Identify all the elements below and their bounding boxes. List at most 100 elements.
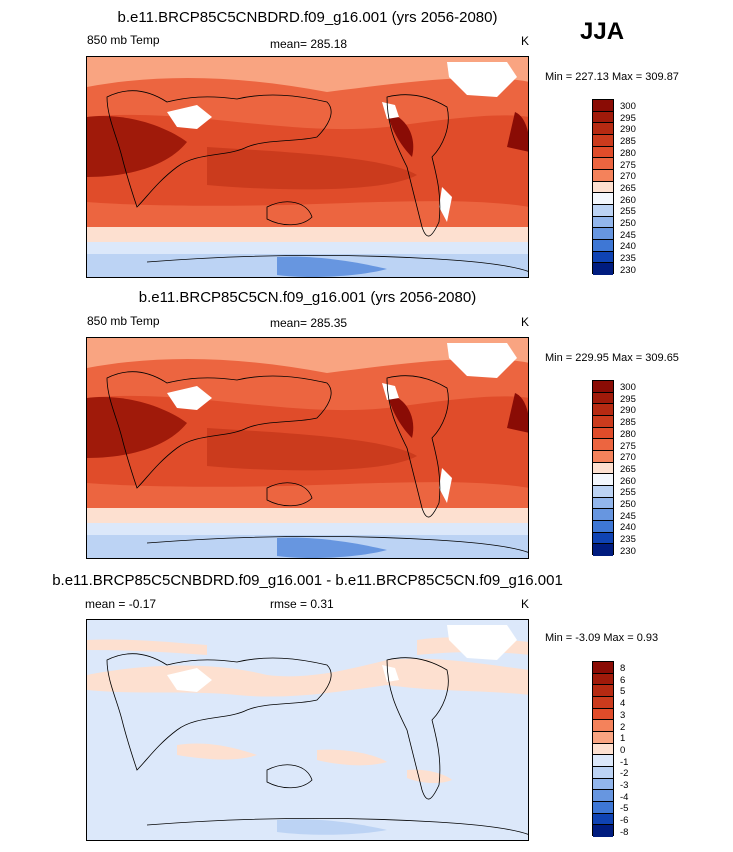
colorbar-tick-label: -4 xyxy=(620,791,629,803)
panel-3-units: K xyxy=(521,597,530,611)
colorbar-swatch xyxy=(593,696,613,709)
colorbar-swatch xyxy=(593,228,613,240)
colorbar-tick-label: 265 xyxy=(620,182,636,194)
panel-3-map xyxy=(86,619,529,841)
colorbar-swatch xyxy=(593,181,613,194)
colorbar-swatch xyxy=(593,111,613,124)
panel-1-mean: mean= 285.18 xyxy=(270,37,348,51)
colorbar-swatch xyxy=(593,427,613,440)
colorbar-tick-label: 230 xyxy=(620,545,636,557)
colorbar-tick-label: 260 xyxy=(620,475,636,487)
colorbar-tick-label: 3 xyxy=(620,709,626,721)
colorbar-swatch xyxy=(593,462,613,475)
colorbar-swatch xyxy=(593,801,613,814)
colorbar-tick-label: 250 xyxy=(620,499,636,510)
colorbar-tick-label: 8 xyxy=(620,663,626,674)
colorbar-tick-label: 240 xyxy=(620,241,636,253)
colorbar-tick-label: 235 xyxy=(620,534,636,546)
colorbar-tick-label: 290 xyxy=(620,405,636,417)
panel-3-rmse: rmse = 0.31 xyxy=(270,597,334,611)
panel-3-colorbar xyxy=(592,661,614,837)
colorbar-tick-label: -8 xyxy=(620,826,629,838)
colorbar-swatch xyxy=(593,685,613,697)
panel-1-map xyxy=(86,56,529,278)
colorbar-tick-label: 275 xyxy=(620,159,636,171)
colorbar-tick-label: 2 xyxy=(620,721,626,733)
colorbar-swatch xyxy=(593,743,613,756)
colorbar-tick-label: 5 xyxy=(620,686,626,698)
colorbar-tick-label: 300 xyxy=(620,382,636,393)
panel-2-units: K xyxy=(521,315,530,329)
colorbar-swatch xyxy=(593,813,613,826)
colorbar-swatch xyxy=(593,778,613,791)
colorbar-tick-label: 240 xyxy=(620,522,636,534)
panel-1-title: b.e11.BRCP85C5CNBDRD.f09_g16.001 (yrs 20… xyxy=(117,9,498,26)
colorbar-tick-label: -2 xyxy=(620,768,629,780)
colorbar-swatch xyxy=(593,755,613,767)
colorbar-swatch xyxy=(593,766,613,779)
colorbar-swatch xyxy=(593,520,613,533)
colorbar-tick-label: 255 xyxy=(620,487,636,499)
colorbar-swatch xyxy=(593,169,613,182)
panel-2-minmax: Min = 229.95 Max = 309.65 xyxy=(545,352,679,364)
colorbar-swatch xyxy=(593,193,613,205)
colorbar-tick-label: 245 xyxy=(620,229,636,241)
colorbar-tick-label: 6 xyxy=(620,674,626,686)
colorbar-tick-label: 270 xyxy=(620,452,636,464)
colorbar-tick-label: 275 xyxy=(620,440,636,452)
panel-1-colorbar xyxy=(592,99,614,275)
colorbar-swatch xyxy=(593,532,613,545)
colorbar-swatch xyxy=(593,158,613,170)
panel-1-minmax: Min = 227.13 Max = 309.87 xyxy=(545,71,679,83)
colorbar-swatch xyxy=(593,825,613,837)
colorbar-tick-label: -5 xyxy=(620,803,629,815)
colorbar-tick-label: 285 xyxy=(620,136,636,148)
colorbar-swatch xyxy=(593,415,613,428)
colorbar-swatch xyxy=(593,450,613,463)
colorbar-tick-label: 1 xyxy=(620,733,626,745)
colorbar-swatch xyxy=(593,720,613,732)
colorbar-swatch xyxy=(593,239,613,252)
colorbar-swatch xyxy=(593,485,613,498)
colorbar-tick-label: 265 xyxy=(620,463,636,475)
colorbar-tick-label: 4 xyxy=(620,698,626,710)
colorbar-swatch xyxy=(593,381,613,393)
colorbar-swatch xyxy=(593,439,613,451)
colorbar-swatch xyxy=(593,662,613,674)
colorbar-tick-label: 250 xyxy=(620,218,636,229)
colorbar-swatch xyxy=(593,509,613,521)
colorbar-swatch xyxy=(593,708,613,721)
panel-2-mean: mean= 285.35 xyxy=(270,316,348,330)
colorbar-tick-label: 245 xyxy=(620,510,636,522)
colorbar-swatch xyxy=(593,251,613,264)
colorbar-swatch xyxy=(593,497,613,510)
colorbar-swatch xyxy=(593,146,613,159)
colorbar-tick-label: 295 xyxy=(620,112,636,124)
season-label: JJA xyxy=(580,18,625,45)
colorbar-swatch xyxy=(593,474,613,486)
colorbar-tick-label: 285 xyxy=(620,417,636,429)
colorbar-swatch xyxy=(593,263,613,275)
panel-1-left-label: 850 mb Temp xyxy=(87,33,160,47)
colorbar-tick-label: 280 xyxy=(620,428,636,440)
colorbar-tick-label: 230 xyxy=(620,264,636,276)
panel-2-colorbar xyxy=(592,380,614,556)
colorbar-swatch xyxy=(593,790,613,802)
colorbar-swatch xyxy=(593,134,613,147)
colorbar-tick-label: 295 xyxy=(620,393,636,405)
colorbar-tick-label: -3 xyxy=(620,780,629,791)
colorbar-swatch xyxy=(593,123,613,135)
panel-3-title: b.e11.BRCP85C5CNBDRD.f09_g16.001 - b.e11… xyxy=(52,572,563,589)
colorbar-tick-label: 270 xyxy=(620,171,636,183)
colorbar-tick-label: 260 xyxy=(620,194,636,206)
panel-3-mean: mean = -0.17 xyxy=(85,597,157,611)
colorbar-swatch xyxy=(593,404,613,416)
colorbar-tick-label: 255 xyxy=(620,206,636,218)
colorbar-swatch xyxy=(593,204,613,217)
colorbar-tick-label: -6 xyxy=(620,815,629,827)
colorbar-swatch xyxy=(593,100,613,112)
colorbar-tick-label: 235 xyxy=(620,253,636,265)
colorbar-swatch xyxy=(593,392,613,405)
colorbar-swatch xyxy=(593,216,613,229)
panel-2-map xyxy=(86,337,529,559)
